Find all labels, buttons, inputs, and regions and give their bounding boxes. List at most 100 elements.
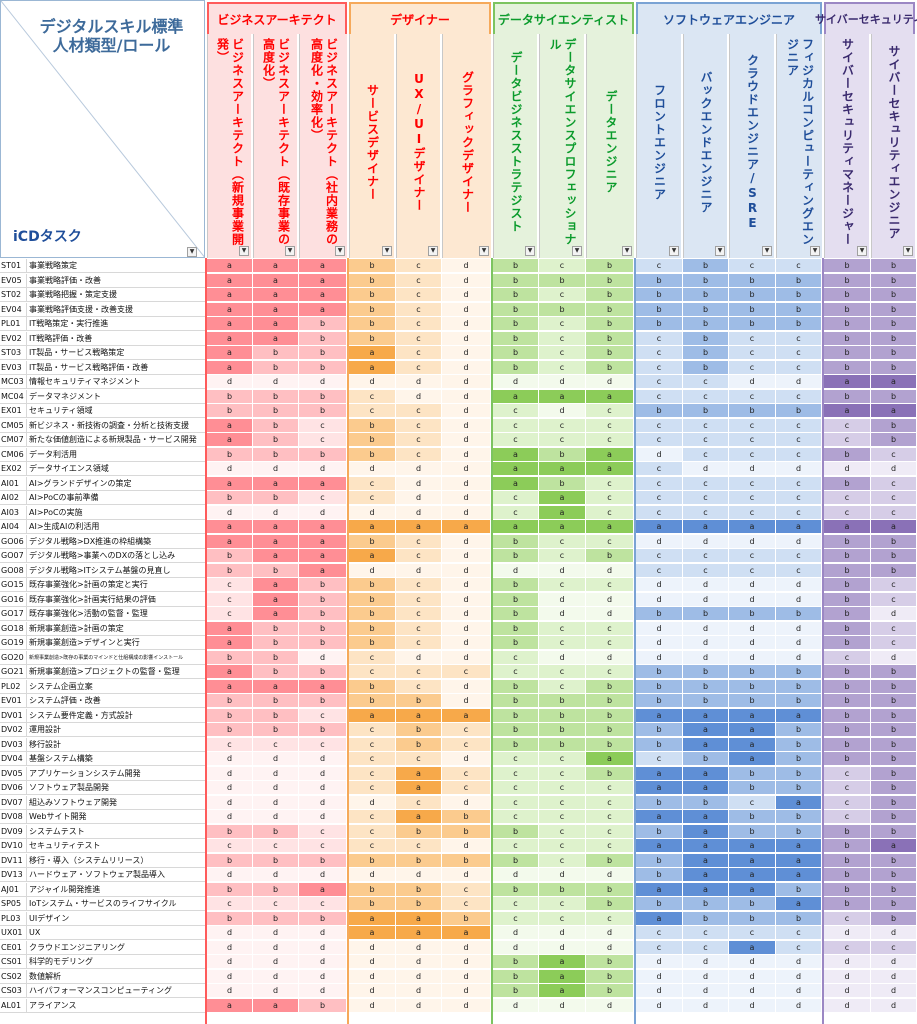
level-cell: b <box>253 911 299 926</box>
level-cell: c <box>636 940 683 955</box>
filter-dropdown-icon[interactable]: ▼ <box>857 246 867 256</box>
table-row: EV01 システム評価・改善 b b b b b d b b b b b b b b b <box>0 694 917 708</box>
level-cell: c <box>636 505 683 520</box>
level-cell: d <box>349 505 396 520</box>
filter-dropdown-icon[interactable]: ▼ <box>525 246 535 256</box>
level-cell: b <box>349 317 396 331</box>
level-cell: d <box>683 621 729 636</box>
level-cell: d <box>207 984 253 998</box>
level-cell: c <box>824 781 871 795</box>
level-cell: d <box>442 447 491 462</box>
filter-dropdown-icon[interactable]: ▼ <box>335 246 345 256</box>
filter-dropdown-icon[interactable]: ▼ <box>428 246 438 256</box>
level-cell: b <box>349 302 396 317</box>
task-name: 既存事業強化>計画の策定と実行 <box>27 578 205 592</box>
level-cell: b <box>636 868 683 882</box>
table-row: GO18 新規事業創造>計画の策定 a b b b c d b c c d d d d b c <box>0 621 917 636</box>
level-cell: a <box>253 679 299 694</box>
level-cell: a <box>349 549 396 563</box>
level-cell: a <box>207 418 253 433</box>
level-cell: c <box>442 897 491 911</box>
level-cell: d <box>442 868 491 882</box>
level-cell: b <box>253 650 299 665</box>
level-cell: c <box>493 752 539 766</box>
level-cell: a <box>396 708 442 723</box>
level-cell: c <box>636 389 683 404</box>
table-row: AI02 AI>PoCの事前準備 b b c c d d c a c c c c c c c <box>0 491 917 505</box>
level-cell: c <box>493 781 539 795</box>
level-cell: b <box>586 766 634 781</box>
level-cell: b <box>299 636 347 650</box>
level-cell: d <box>442 955 491 969</box>
level-cell: b <box>586 273 634 288</box>
level-cell: d <box>586 926 634 940</box>
table-row: UX01 UX d d d a a a d d d c c c c d d <box>0 926 917 940</box>
level-cell: d <box>253 795 299 810</box>
level-cell: c <box>729 447 776 462</box>
level-cell: d <box>729 969 776 984</box>
level-cell: c <box>729 346 776 360</box>
task-code: CS02 <box>0 969 27 984</box>
level-cell: d <box>683 462 729 476</box>
level-cell: b <box>824 578 871 592</box>
level-cell: b <box>776 752 822 766</box>
level-cell: d <box>396 505 442 520</box>
level-cell: b <box>871 868 917 882</box>
filter-dropdown-icon[interactable]: ▼ <box>382 246 392 256</box>
filter-dropdown-icon[interactable]: ▼ <box>479 246 489 256</box>
level-cell: b <box>442 810 491 824</box>
level-cell: b <box>871 911 917 926</box>
filter-dropdown-icon[interactable]: ▼ <box>810 246 820 256</box>
level-cell: c <box>539 781 586 795</box>
level-cell: d <box>729 578 776 592</box>
level-cell: c <box>493 505 539 520</box>
table-row: PL02 システム企画立案 a a a b c d b c b b b b b b b <box>0 679 917 694</box>
level-cell: b <box>824 897 871 911</box>
filter-dropdown-icon[interactable]: ▼ <box>715 246 725 256</box>
task-code: AI03 <box>0 505 27 520</box>
task-name: 事業戦略評価支援・改善支援 <box>27 302 205 317</box>
level-cell: c <box>776 331 822 346</box>
level-cell: b <box>871 824 917 839</box>
level-cell: c <box>539 433 586 447</box>
level-cell: c <box>683 476 729 491</box>
level-cell: d <box>299 462 347 476</box>
filter-dropdown-icon[interactable]: ▼ <box>669 246 679 256</box>
level-cell: d <box>539 375 586 389</box>
table-row: PL01 IT戦略策定・実行推進 a a b b c d b c b b b b b b b <box>0 317 917 331</box>
filter-dropdown-icon[interactable]: ▼ <box>239 246 249 256</box>
level-cell: b <box>776 723 822 737</box>
level-cell: a <box>396 520 442 534</box>
level-cell: b <box>586 897 634 911</box>
filter-dropdown-icon[interactable]: ▼ <box>285 246 295 256</box>
level-cell: b <box>493 969 539 984</box>
level-cell: c <box>539 331 586 346</box>
task-code: GO08 <box>0 563 27 578</box>
filter-dropdown-icon[interactable]: ▼ <box>187 247 197 257</box>
level-cell: d <box>442 360 491 375</box>
task-name: IT製品・サービス戦略策定 <box>27 346 205 360</box>
level-cell: c <box>683 447 729 462</box>
level-cell: a <box>253 273 299 288</box>
task-name: 情報セキュリティマネジメント <box>27 375 205 389</box>
level-cell: b <box>299 723 347 737</box>
filter-dropdown-icon[interactable]: ▼ <box>622 246 632 256</box>
level-cell: d <box>729 592 776 607</box>
level-cell: d <box>586 650 634 665</box>
level-cell: d <box>871 926 917 940</box>
level-cell: b <box>824 708 871 723</box>
level-cell: a <box>442 520 491 534</box>
level-cell: b <box>683 259 729 273</box>
level-cell: c <box>683 433 729 447</box>
task-name: 数値解析 <box>27 969 205 984</box>
level-cell: b <box>207 563 253 578</box>
level-cell: c <box>493 766 539 781</box>
filter-dropdown-icon[interactable]: ▼ <box>762 246 772 256</box>
filter-dropdown-icon[interactable]: ▼ <box>572 246 582 256</box>
level-cell: d <box>207 868 253 882</box>
level-cell: c <box>442 882 491 897</box>
level-cell: b <box>824 882 871 897</box>
filter-dropdown-icon[interactable]: ▼ <box>903 246 913 256</box>
level-cell: b <box>683 679 729 694</box>
level-cell: d <box>871 650 917 665</box>
